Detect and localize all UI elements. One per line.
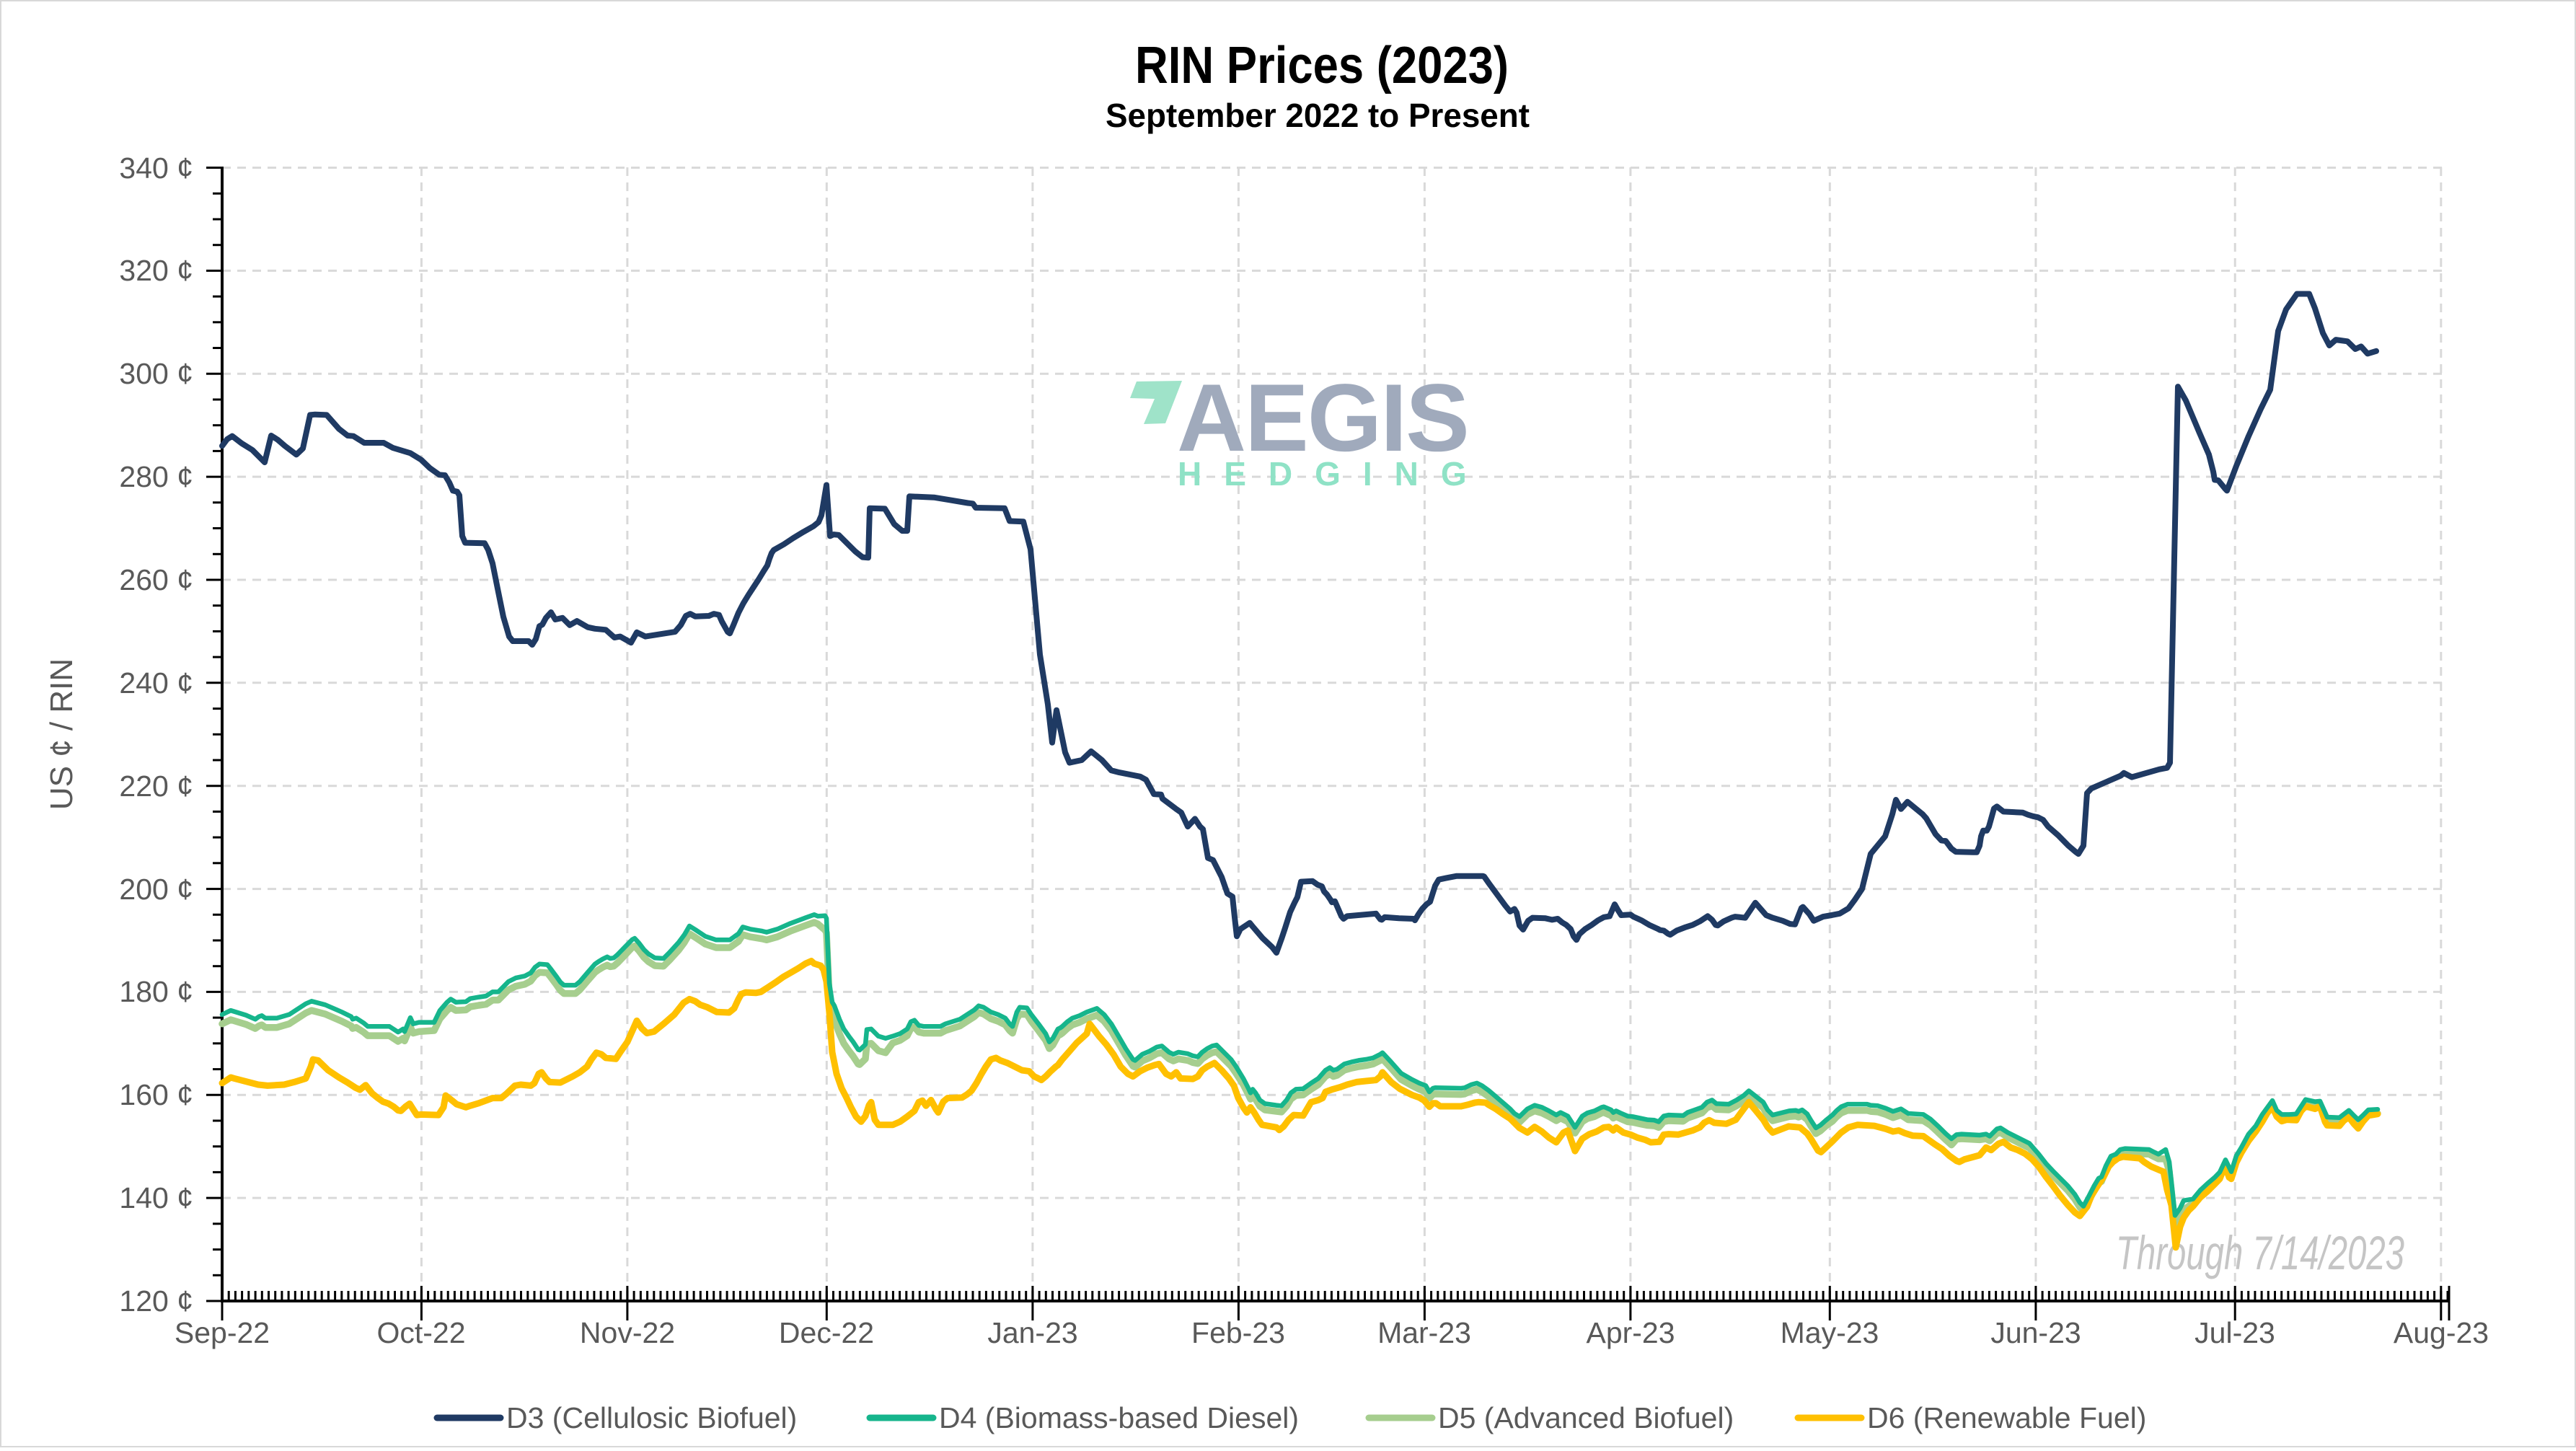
- svg-text:Jul-23: Jul-23: [2195, 1316, 2275, 1349]
- svg-text:200 ¢: 200 ¢: [119, 873, 193, 906]
- svg-text:September 2022 to Present: September 2022 to Present: [1106, 97, 1530, 134]
- svg-text:Nov-22: Nov-22: [580, 1316, 675, 1349]
- svg-text:Jan-23: Jan-23: [987, 1316, 1077, 1349]
- svg-text:D6 (Renewable Fuel): D6 (Renewable Fuel): [1867, 1401, 2146, 1434]
- svg-text:US ¢ / RIN: US ¢ / RIN: [44, 658, 79, 810]
- svg-text:D3 (Cellulosic Biofuel): D3 (Cellulosic Biofuel): [506, 1401, 797, 1434]
- svg-text:HEDGING: HEDGING: [1178, 455, 1489, 493]
- svg-text:Through 7/14/2023: Through 7/14/2023: [2116, 1226, 2404, 1279]
- svg-text:Jun-23: Jun-23: [1990, 1316, 2081, 1349]
- svg-text:140 ¢: 140 ¢: [119, 1181, 193, 1214]
- svg-text:Mar-23: Mar-23: [1377, 1316, 1471, 1349]
- svg-text:180 ¢: 180 ¢: [119, 975, 193, 1008]
- svg-text:300 ¢: 300 ¢: [119, 357, 193, 390]
- svg-text:220 ¢: 220 ¢: [119, 769, 193, 803]
- svg-text:Aug-23: Aug-23: [2394, 1316, 2489, 1349]
- svg-text:Dec-22: Dec-22: [779, 1316, 874, 1349]
- svg-text:D4 (Biomass-based Diesel): D4 (Biomass-based Diesel): [939, 1401, 1299, 1434]
- svg-text:160 ¢: 160 ¢: [119, 1078, 193, 1111]
- svg-text:AEGIS: AEGIS: [1177, 365, 1468, 472]
- svg-text:280 ¢: 280 ¢: [119, 460, 193, 493]
- svg-text:Apr-23: Apr-23: [1586, 1316, 1675, 1349]
- svg-text:RIN Prices (2023): RIN Prices (2023): [1135, 37, 1509, 94]
- svg-text:Oct-22: Oct-22: [376, 1316, 465, 1349]
- svg-text:240 ¢: 240 ¢: [119, 666, 193, 700]
- svg-text:260 ¢: 260 ¢: [119, 563, 193, 596]
- svg-text:May-23: May-23: [1781, 1316, 1879, 1349]
- svg-text:Sep-22: Sep-22: [175, 1316, 270, 1349]
- svg-text:320 ¢: 320 ¢: [119, 254, 193, 287]
- svg-text:Feb-23: Feb-23: [1191, 1316, 1285, 1349]
- svg-text:D5 (Advanced Biofuel): D5 (Advanced Biofuel): [1438, 1401, 1734, 1434]
- svg-text:340 ¢: 340 ¢: [119, 151, 193, 185]
- svg-text:120 ¢: 120 ¢: [119, 1284, 193, 1318]
